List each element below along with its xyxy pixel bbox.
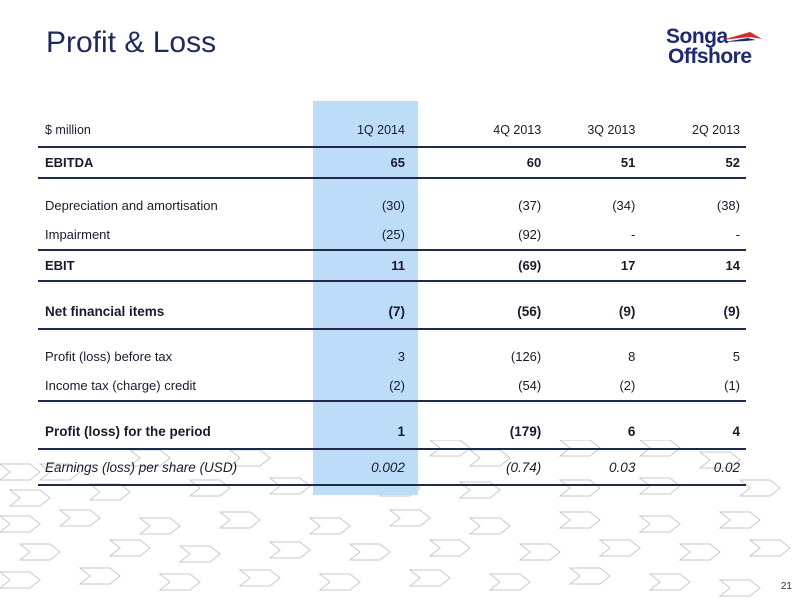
cell: 8 [628, 349, 636, 364]
table-row: Depreciation and amortisation (30) (37) … [38, 191, 746, 220]
table-header-row: $ million 1Q 2014 4Q 2013 3Q 2013 2Q 201… [38, 114, 746, 148]
logo-swoosh-icon [722, 32, 762, 42]
cell: 0.002 [294, 449, 411, 486]
row-label: Income tax (charge) credit [38, 371, 295, 402]
column-header: 4Q 2013 [410, 114, 548, 148]
table-row: Earnings (loss) per share (USD) 0.002 (0… [38, 449, 746, 486]
column-header: 3Q 2013 [547, 114, 642, 148]
cell: (34) [612, 198, 636, 213]
cell: (9) [641, 294, 746, 330]
cell: (56) [410, 294, 548, 330]
cell: (38) [716, 198, 740, 213]
cell: 0.03 [547, 449, 642, 486]
cell: 5 [732, 349, 740, 364]
row-label: Profit (loss) before tax [45, 349, 173, 364]
row-label: EBIT [45, 258, 75, 273]
spacer-row [38, 280, 746, 294]
column-header: 2Q 2013 [641, 114, 746, 148]
cell: 6 [547, 414, 642, 450]
cell: (7) [294, 294, 411, 330]
table-row: Profit (loss) for the period 1 (179) 6 4 [38, 414, 746, 450]
cell: 1 [294, 414, 411, 450]
column-header: 1Q 2014 [294, 114, 411, 148]
cell: (9) [547, 294, 642, 330]
cell: - [641, 220, 746, 251]
row-label: Profit (loss) for the period [38, 414, 295, 450]
cell: 3 [397, 349, 405, 364]
cell: 51 [547, 147, 642, 179]
table-row: Net financial items (7) (56) (9) (9) [38, 294, 746, 330]
cell: (37) [518, 198, 542, 213]
cell: (30) [381, 198, 405, 213]
cell: (179) [410, 414, 548, 450]
cell: (2) [547, 371, 642, 402]
cell: (25) [294, 220, 411, 251]
unit-label: $ million [38, 114, 295, 148]
row-label: Depreciation and amortisation [45, 198, 218, 213]
table-row: Income tax (charge) credit (2) (54) (2) … [38, 371, 746, 402]
cell: (1) [641, 371, 746, 402]
row-label: EBITDA [38, 147, 295, 179]
cell: (2) [294, 371, 411, 402]
spacer-row [38, 178, 746, 191]
cell: 4 [641, 414, 746, 450]
logo-text-line1: Songa [666, 25, 728, 48]
profit-loss-table: $ million 1Q 2014 4Q 2013 3Q 2013 2Q 201… [38, 114, 746, 486]
spacer-row [38, 329, 746, 342]
cell: 14 [725, 258, 740, 273]
row-label: Earnings (loss) per share (USD) [38, 449, 295, 486]
spacer-row [38, 401, 746, 414]
cell: (69) [518, 258, 542, 273]
table-row: EBITDA 65 60 51 52 [38, 147, 746, 179]
cell: - [547, 220, 642, 251]
cell: 11 [391, 258, 405, 273]
logo-text-line2: Offshore [668, 45, 752, 68]
cell: 17 [620, 258, 636, 273]
row-label: Net financial items [38, 294, 295, 330]
table-row: EBIT 11 (69) 17 14 [38, 250, 746, 281]
cell: (92) [410, 220, 548, 251]
table-row: Profit (loss) before tax 3 (126) 8 5 [38, 342, 746, 371]
cell: 0.02 [641, 449, 746, 486]
cell: 60 [410, 147, 548, 179]
page-title: Profit & Loss [46, 26, 217, 59]
cell: (0.74) [410, 449, 548, 486]
page-number: 21 [780, 581, 792, 592]
cell: (54) [410, 371, 548, 402]
company-logo: Songa Offshore [660, 22, 772, 70]
cell: 52 [641, 147, 746, 179]
cell: (126) [510, 349, 542, 364]
row-label: Impairment [38, 220, 295, 251]
table-row: Impairment (25) (92) - - [38, 220, 746, 251]
cell: 65 [294, 147, 411, 179]
